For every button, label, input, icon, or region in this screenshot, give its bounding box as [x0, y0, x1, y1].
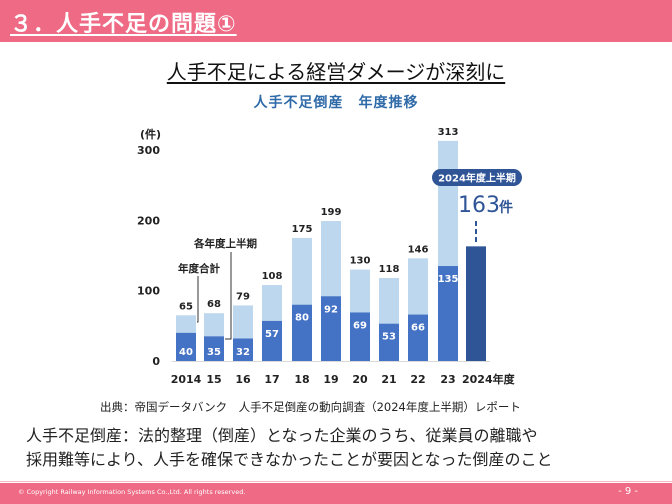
bar-half-label: 69	[353, 320, 367, 331]
bar-half	[408, 314, 428, 361]
bar-half	[233, 338, 253, 361]
x-tick-label: 19	[323, 373, 338, 386]
legend-half-label: 各年度上半期	[193, 237, 257, 250]
bar-half-label: 40	[179, 347, 193, 358]
bar-half-label: 53	[382, 332, 396, 343]
bar-total-label: 118	[379, 264, 400, 275]
footer-divider	[0, 481, 672, 482]
highlight-badge	[432, 169, 522, 186]
bar-half	[350, 312, 370, 361]
y-axis-unit-label: (件)	[140, 127, 161, 141]
definition-text: 人手不足倒産：法的整理（倒産）となった企業のうち、従業員の離職や 採用難等により…	[26, 424, 553, 472]
headline: 人手不足による経営ダメージが深刻に	[166, 60, 506, 84]
bar-half-label: 35	[207, 347, 221, 358]
y-tick-label: 200	[137, 214, 160, 227]
bar-highlight	[466, 246, 486, 361]
highlight-badge-label: 2024年度上半期	[438, 172, 516, 185]
bar-half	[204, 336, 224, 361]
x-tick-label: 2024年度	[462, 372, 516, 386]
bar-total-label: 108	[262, 271, 283, 282]
bar-total-label: 65	[179, 301, 193, 312]
legend-total-label: 年度合計	[178, 262, 220, 275]
bar-half	[321, 296, 341, 361]
y-tick-label: 0	[152, 355, 160, 368]
bar-chart: (件) 0 100 200 300 65 40 2014 68 35 15 79 32 16 108 57 17…	[137, 127, 522, 386]
bar-half	[379, 323, 399, 361]
bar-total-label: 68	[207, 299, 221, 310]
bar-half-label: 66	[411, 323, 425, 334]
bar-half	[438, 266, 458, 361]
footer-bar: © Copyright Railway Information Systems …	[0, 483, 672, 504]
legend-half-leader	[225, 252, 232, 340]
slide-title: ３．人手不足の問題①	[10, 12, 237, 37]
bar-half-label: 80	[295, 313, 309, 324]
bar-half-label: 135	[438, 274, 459, 285]
x-tick-label: 23	[440, 373, 455, 386]
header-bar: ３．人手不足の問題①	[0, 0, 672, 42]
legend-total-leader	[197, 276, 199, 323]
bar-half	[262, 320, 282, 361]
page-number: - 9 -	[618, 486, 638, 497]
x-tick-label: 17	[264, 373, 279, 386]
bar-half-label: 32	[236, 347, 250, 358]
chart-title: 人手不足倒産 年度推移	[253, 95, 419, 111]
x-tick-label: 18	[294, 373, 309, 386]
source-citation: 出典：帝国データバンク 人手不足倒産の動向調査（2024年度上半期）レポート	[100, 400, 521, 414]
x-tick-label: 21	[381, 373, 396, 386]
copyright: © Copyright Railway Information Systems …	[18, 488, 246, 496]
definition-line-2: 採用難等により、人手を確保できなかったことが要因となった倒産のこと	[26, 450, 553, 469]
bar-half	[176, 332, 196, 361]
bar-half-label: 92	[324, 304, 338, 315]
x-tick-label: 2014	[171, 373, 202, 386]
bar-total-label: 199	[321, 207, 342, 218]
x-tick-label: 16	[235, 373, 251, 386]
bar-total-label: 130	[350, 256, 371, 267]
definition-line-1: 人手不足倒産：法的整理（倒産）となった企業のうち、従業員の離職や	[26, 426, 538, 445]
bar-half	[292, 304, 312, 361]
y-tick-label: 300	[137, 144, 160, 157]
bar-total-label: 79	[236, 291, 250, 302]
bar-total-label: 175	[292, 224, 313, 235]
highlight-value: 163	[458, 193, 500, 218]
bar-half-label: 57	[265, 329, 279, 340]
bar-total-label: 146	[408, 244, 429, 255]
bar-total-label: 313	[438, 127, 459, 138]
highlight-unit: 件	[499, 199, 513, 216]
x-tick-label: 22	[410, 373, 425, 386]
y-tick-label: 100	[137, 285, 160, 298]
x-tick-label: 20	[352, 373, 368, 386]
x-tick-label: 15	[206, 373, 221, 386]
